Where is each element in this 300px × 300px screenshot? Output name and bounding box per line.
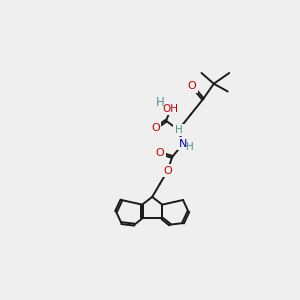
Text: N: N xyxy=(179,139,187,149)
Text: H: H xyxy=(186,142,194,152)
Text: H: H xyxy=(175,125,182,135)
Text: O: O xyxy=(151,123,160,134)
Text: H: H xyxy=(155,97,164,110)
Text: O: O xyxy=(188,81,197,91)
Text: OH: OH xyxy=(163,104,179,114)
Text: O: O xyxy=(155,148,164,158)
Text: O: O xyxy=(163,166,172,176)
